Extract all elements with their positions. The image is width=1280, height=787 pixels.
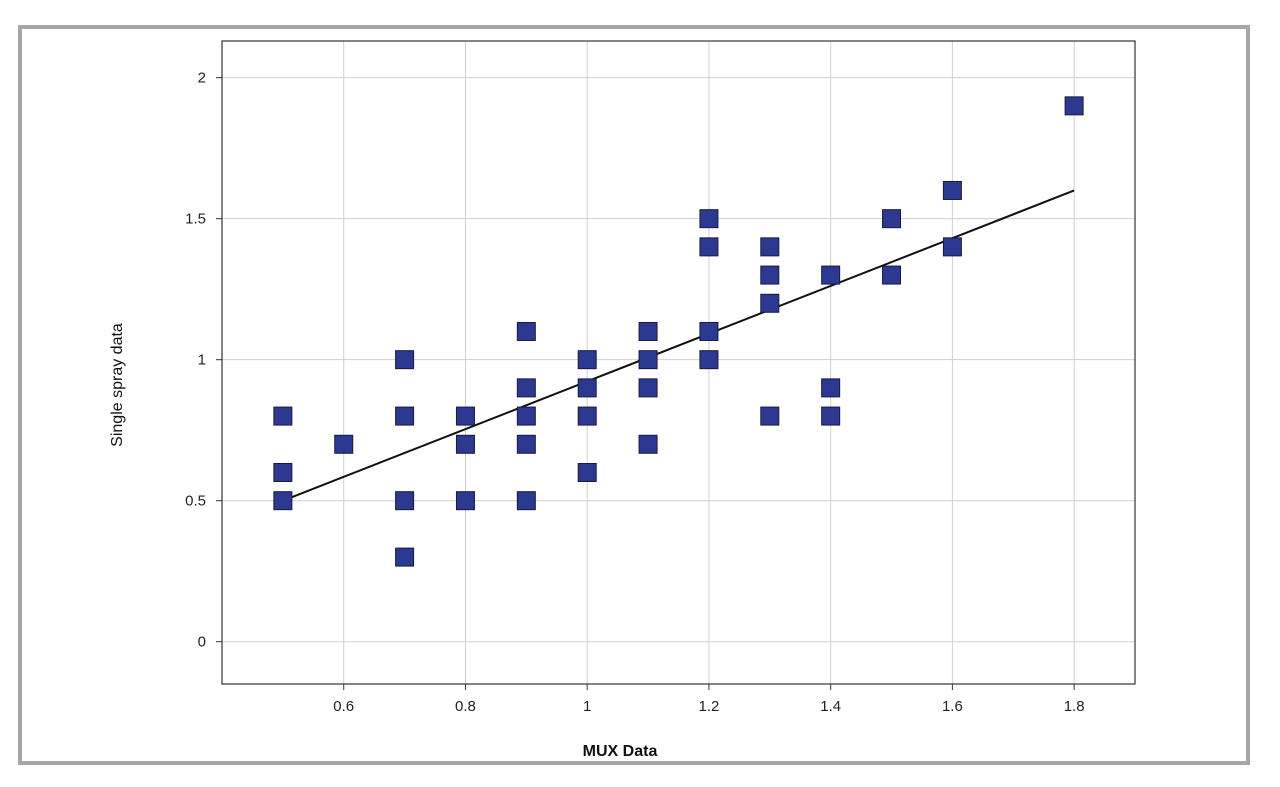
- data-point: [516, 378, 536, 398]
- x-tick-label: 1.6: [942, 698, 963, 715]
- y-tick-label: 0: [198, 634, 206, 651]
- y-tick-label: 1: [198, 352, 206, 369]
- data-point: [455, 491, 475, 511]
- grid: [222, 41, 1135, 684]
- trendline: [282, 189, 1075, 502]
- data-point: [455, 434, 475, 454]
- data-point: [821, 378, 841, 398]
- data-point: [760, 293, 780, 313]
- data-point: [516, 406, 536, 426]
- x-tick-label: 1: [583, 698, 591, 715]
- data-point: [821, 406, 841, 426]
- data-point: [334, 434, 354, 454]
- data-point: [1064, 96, 1084, 116]
- data-point: [516, 491, 536, 511]
- data-point: [638, 378, 658, 398]
- data-point: [699, 237, 719, 257]
- data-point: [395, 350, 415, 370]
- data-point: [395, 491, 415, 511]
- data-point: [273, 406, 293, 426]
- data-point: [699, 209, 719, 229]
- y-tick-label: 1.5: [185, 211, 206, 228]
- x-tick-label: 0.6: [333, 698, 354, 715]
- data-point: [882, 265, 902, 285]
- data-point: [577, 350, 597, 370]
- data-point: [516, 434, 536, 454]
- data-point: [942, 237, 962, 257]
- data-point: [577, 406, 597, 426]
- data-point: [638, 434, 658, 454]
- x-tick-label: 1.2: [699, 698, 720, 715]
- data-point: [699, 350, 719, 370]
- data-point: [577, 462, 597, 482]
- data-point: [273, 462, 293, 482]
- data-point: [942, 180, 962, 200]
- x-axis-title: MUX Data: [583, 743, 658, 760]
- data-point: [516, 321, 536, 341]
- y-tick-label: 2: [198, 70, 206, 87]
- data-point: [638, 321, 658, 341]
- data-point: [760, 406, 780, 426]
- axis-ticks: 0.6 0.8 1 1.2 1.4 1.6 1.8 0 0.5 1 1.5 2: [185, 70, 1084, 715]
- data-point: [273, 491, 293, 511]
- data-point: [699, 321, 719, 341]
- data-points: [273, 96, 1084, 567]
- data-point: [577, 378, 597, 398]
- x-tick-label: 0.8: [455, 698, 476, 715]
- plot-area: [221, 40, 1136, 685]
- x-tick-label: 1.8: [1064, 698, 1085, 715]
- y-axis-title: Single spray data: [109, 323, 126, 447]
- data-point: [760, 265, 780, 285]
- data-point: [882, 209, 902, 229]
- data-point: [395, 547, 415, 567]
- y-tick-label: 0.5: [185, 493, 206, 510]
- x-tick-label: 1.4: [820, 698, 841, 715]
- data-point: [455, 406, 475, 426]
- trendline-group: [282, 189, 1075, 502]
- data-point: [638, 350, 658, 370]
- data-point: [760, 237, 780, 257]
- data-point: [395, 406, 415, 426]
- data-point: [821, 265, 841, 285]
